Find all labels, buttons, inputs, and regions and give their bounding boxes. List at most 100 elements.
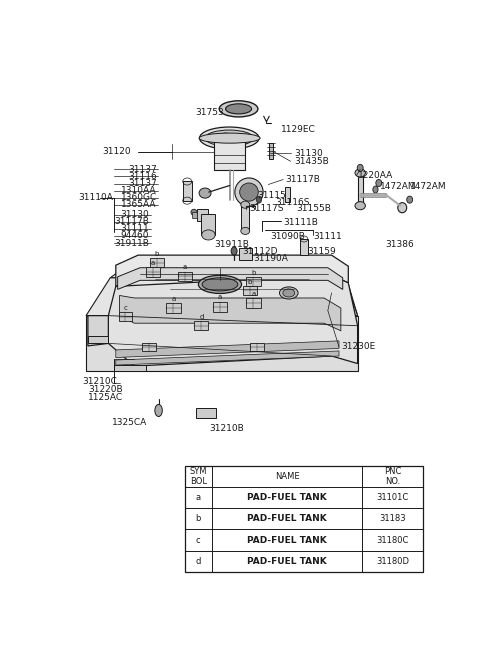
Text: 31180C: 31180C (376, 536, 408, 544)
Text: 31120: 31120 (102, 147, 131, 157)
Text: 31180D: 31180D (376, 557, 409, 566)
Text: 31911B: 31911B (215, 240, 249, 248)
Ellipse shape (407, 196, 413, 203)
Bar (178, 272, 192, 281)
Bar (246, 277, 261, 286)
Bar (192, 212, 196, 218)
Bar (285, 187, 289, 202)
Bar (145, 267, 160, 277)
Bar (167, 303, 180, 313)
Polygon shape (116, 341, 339, 358)
Text: d: d (196, 557, 201, 566)
Bar (150, 258, 164, 267)
Text: 31117S: 31117S (250, 204, 284, 214)
Text: 31117B: 31117B (114, 217, 149, 227)
Text: PAD-FUEL TANK: PAD-FUEL TANK (247, 514, 327, 523)
Text: 1360GC: 1360GC (120, 193, 156, 202)
Ellipse shape (283, 289, 295, 297)
Ellipse shape (205, 130, 253, 146)
Polygon shape (86, 278, 358, 316)
Ellipse shape (219, 133, 232, 143)
Ellipse shape (199, 188, 211, 198)
Text: a: a (218, 295, 222, 301)
Ellipse shape (373, 186, 378, 193)
Text: a: a (196, 493, 201, 502)
Ellipse shape (355, 169, 365, 177)
Text: 31090B: 31090B (270, 233, 305, 242)
Text: 31110A: 31110A (79, 193, 113, 202)
Text: 31753: 31753 (195, 108, 224, 117)
Polygon shape (116, 351, 339, 365)
Text: d: d (199, 314, 204, 320)
Ellipse shape (202, 230, 215, 240)
Ellipse shape (256, 196, 262, 203)
Polygon shape (110, 260, 347, 278)
Ellipse shape (279, 287, 298, 299)
Polygon shape (120, 295, 341, 331)
Text: a: a (151, 259, 155, 266)
Text: 1325CA: 1325CA (112, 418, 147, 427)
Ellipse shape (235, 178, 263, 206)
Bar (239, 248, 252, 260)
Text: 1472AM: 1472AM (410, 181, 446, 191)
Bar (250, 343, 264, 351)
Polygon shape (88, 336, 108, 343)
Bar (197, 209, 208, 221)
Ellipse shape (398, 202, 407, 213)
Text: PAD-FUEL TANK: PAD-FUEL TANK (247, 557, 327, 566)
Text: 31183: 31183 (379, 514, 406, 523)
Text: a: a (182, 265, 187, 271)
Ellipse shape (191, 209, 197, 215)
Bar (269, 143, 273, 159)
Text: 31210B: 31210B (209, 424, 243, 433)
Text: 31435B: 31435B (294, 157, 329, 166)
Ellipse shape (229, 134, 237, 141)
Text: 1472AM: 1472AM (380, 181, 417, 191)
Text: 1125AC: 1125AC (88, 393, 123, 402)
Text: b: b (196, 514, 201, 523)
Text: 31190A: 31190A (253, 254, 288, 263)
Ellipse shape (231, 247, 237, 255)
Ellipse shape (376, 179, 382, 187)
Bar (243, 286, 257, 295)
Polygon shape (116, 255, 348, 286)
Bar (119, 312, 132, 321)
Bar (114, 365, 145, 371)
Text: b: b (248, 279, 252, 285)
Text: 31130: 31130 (294, 149, 323, 158)
Text: c: c (123, 305, 127, 311)
Text: c: c (196, 536, 201, 544)
Text: 31130: 31130 (120, 210, 149, 219)
Text: 31159: 31159 (307, 246, 336, 255)
Bar (213, 301, 228, 312)
Text: PNC
NO.: PNC NO. (384, 467, 401, 486)
Text: SYM
BOL: SYM BOL (190, 467, 207, 486)
Ellipse shape (219, 101, 258, 117)
Bar (246, 298, 261, 308)
Text: 31111: 31111 (120, 225, 149, 233)
Text: 31137: 31137 (128, 179, 156, 188)
Ellipse shape (202, 278, 238, 291)
Bar (202, 214, 216, 235)
Text: b: b (155, 251, 159, 257)
Polygon shape (118, 268, 343, 290)
Bar (194, 321, 208, 330)
Polygon shape (334, 260, 358, 316)
Text: 31115: 31115 (257, 191, 286, 200)
Text: 31116S: 31116S (276, 198, 310, 207)
Ellipse shape (226, 104, 252, 114)
Text: 31230E: 31230E (341, 343, 375, 352)
Text: 31117B: 31117B (285, 175, 320, 184)
Text: 1365AA: 1365AA (121, 200, 156, 209)
Text: PAD-FUEL TANK: PAD-FUEL TANK (247, 493, 327, 502)
Text: 31111B: 31111B (283, 218, 318, 227)
Text: 1310AA: 1310AA (121, 186, 156, 195)
Text: NAME: NAME (275, 472, 300, 481)
Text: 31101C: 31101C (376, 493, 408, 502)
Polygon shape (88, 316, 108, 346)
Bar (300, 239, 308, 255)
Ellipse shape (355, 202, 365, 210)
Text: 31220B: 31220B (88, 384, 122, 394)
Text: 31112D: 31112D (242, 246, 278, 255)
Ellipse shape (200, 127, 259, 149)
